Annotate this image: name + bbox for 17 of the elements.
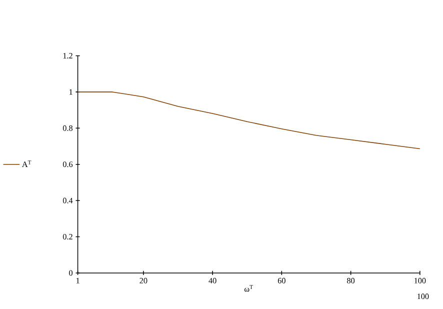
x-axis-title: ω$^{T}$ <box>244 284 253 292</box>
line-series <box>77 91 420 149</box>
y-tick-label: 1 <box>69 89 72 94</box>
y-tick-label: 0.8 <box>62 125 73 131</box>
x-tick-label: 80 <box>347 278 355 284</box>
y-tick-label: 1.2 <box>63 52 72 58</box>
y-tick-label: 0.2 <box>62 234 72 240</box>
y-tick-label: 0.4 <box>62 198 73 204</box>
x-tick-label: 60 <box>278 278 286 284</box>
x-tick-label: 1 <box>76 278 80 284</box>
x-tick-label: 100 <box>414 278 426 284</box>
text: 100 <box>418 293 429 299</box>
legend-label: A$^{T}$ <box>22 160 32 167</box>
y-tick-label: 0.6 <box>62 161 73 167</box>
y-tick-label: 0 <box>69 270 73 276</box>
x-tick-label: 40 <box>208 278 216 284</box>
x-tick-label: 20 <box>140 278 148 284</box>
